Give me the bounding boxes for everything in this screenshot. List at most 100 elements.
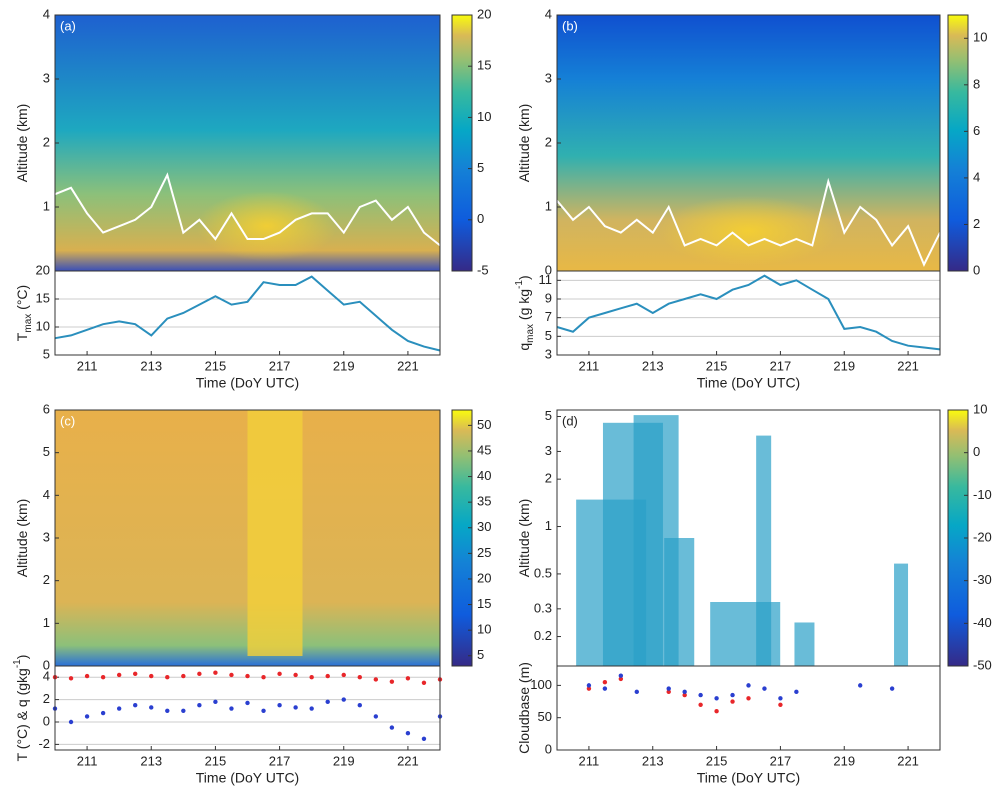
point <box>666 689 671 695</box>
point <box>293 672 298 678</box>
point <box>100 675 106 680</box>
y-tick-label: 4 <box>43 669 50 684</box>
colorbar <box>451 409 473 667</box>
colorbar-tick-label: 15 <box>477 58 491 73</box>
y-tick-label: 2 <box>43 691 50 706</box>
colorbar-tick-label: 45 <box>477 442 491 457</box>
x-tick-label: 219 <box>333 753 355 768</box>
x-axis-label: Time (DoY UTC) <box>196 770 299 786</box>
x-axis-label: Time (DoY UTC) <box>196 375 299 391</box>
point <box>602 686 608 691</box>
point <box>746 683 751 688</box>
plot-frame <box>556 665 941 751</box>
y-axis-label-part: q <box>516 343 532 351</box>
y-tick-label: 3 <box>43 529 50 544</box>
panel-label: (c) <box>60 413 75 428</box>
point <box>309 706 314 711</box>
point <box>165 708 170 713</box>
cloud-streak <box>756 435 772 666</box>
heatmap-blob <box>658 196 839 266</box>
colorbar-tick-label: 25 <box>477 545 491 560</box>
point <box>245 673 250 679</box>
point <box>405 731 411 736</box>
colorbar-tick-label: 10 <box>477 622 491 637</box>
point <box>746 696 751 701</box>
y-tick-label: -2 <box>38 736 50 751</box>
x-axis-label: Time (DoY UTC) <box>697 770 800 786</box>
y-axis-label-part: (g kg <box>516 289 532 324</box>
point <box>762 686 767 691</box>
x-tick-label: 215 <box>205 358 227 373</box>
point <box>698 692 703 698</box>
point <box>181 708 186 713</box>
x-tick-label: 221 <box>897 358 919 373</box>
point <box>165 675 170 680</box>
colorbar-tick-label: 5 <box>477 160 484 175</box>
y-axis-label-part: Cloudbase (m) <box>516 662 532 754</box>
y-tick-label: 2 <box>545 471 552 486</box>
heatmap-blob <box>196 191 337 261</box>
colorbar-tick-label: 0 <box>973 444 980 459</box>
plot-area <box>55 666 440 750</box>
colorbar-tick-label: 10 <box>973 401 987 416</box>
point <box>778 702 783 707</box>
colorbar-tick-label: -20 <box>973 529 992 544</box>
y-tick-label: 5 <box>43 346 50 361</box>
x-tick-label: 213 <box>642 753 664 768</box>
colorbar-tick-label: 50 <box>477 417 491 432</box>
x-tick-label: 215 <box>706 358 728 373</box>
x-tick-label: 221 <box>397 753 419 768</box>
x-tick-label: 211 <box>77 753 98 768</box>
y-tick-label: 0.5 <box>534 565 552 580</box>
colorbar-tick-label: -40 <box>973 615 992 630</box>
y-axis-label-part: -1 <box>12 659 23 668</box>
x-tick-label: 221 <box>397 358 419 373</box>
point <box>100 710 106 716</box>
point <box>261 708 266 713</box>
y-tick-label: 0 <box>545 741 552 756</box>
y-tick-label: 10 <box>36 318 50 333</box>
point <box>389 725 395 730</box>
y-tick-label: 2 <box>43 134 50 149</box>
y-axis-label-part: ) <box>14 655 30 660</box>
point <box>341 672 346 678</box>
x-tick-label: 213 <box>642 358 664 373</box>
y-tick-label: 11 <box>539 272 553 287</box>
y-tick-label: 1 <box>43 198 50 213</box>
x-tick-label: 217 <box>770 358 792 373</box>
y-axis-label: Altitude (km) <box>516 499 532 578</box>
point <box>421 680 427 685</box>
y-axis-label-part: Altitude (km) <box>516 499 532 578</box>
y-tick-label: 0.3 <box>534 600 552 615</box>
point <box>778 696 783 701</box>
point <box>357 675 362 680</box>
y-axis-label-part: max <box>525 324 536 343</box>
y-tick-label: 4 <box>545 6 552 21</box>
y-tick-label: 7 <box>545 309 552 324</box>
colorbar-tick-label: 2 <box>973 216 980 231</box>
point <box>277 671 282 677</box>
point <box>181 673 186 679</box>
y-axis-label-part: T <box>14 332 30 341</box>
x-tick-label: 211 <box>579 358 600 373</box>
x-tick-label: 215 <box>205 753 227 768</box>
point <box>84 714 90 719</box>
point <box>309 675 314 680</box>
y-axis-label: T (°C) & q (gkg-1) <box>12 655 30 762</box>
y-tick-label: 4 <box>43 487 50 502</box>
colorbar-tick-label: -30 <box>973 572 992 587</box>
y-axis-label: Altitude (km) <box>516 104 532 183</box>
plot-area <box>55 271 440 355</box>
cloud-streak <box>794 622 815 666</box>
plot-frame <box>54 665 441 751</box>
point <box>277 703 282 708</box>
y-tick-label: 0 <box>545 262 552 277</box>
y-axis-label-part: max <box>23 314 34 333</box>
point <box>197 671 202 677</box>
y-axis-label-part: (°C) <box>14 285 30 314</box>
colorbar-tick-label: 30 <box>477 519 491 534</box>
y-tick-label: 5 <box>545 408 552 423</box>
plot-area <box>557 271 940 355</box>
y-axis-label-part: T (°C) & q (gkg <box>14 668 30 761</box>
